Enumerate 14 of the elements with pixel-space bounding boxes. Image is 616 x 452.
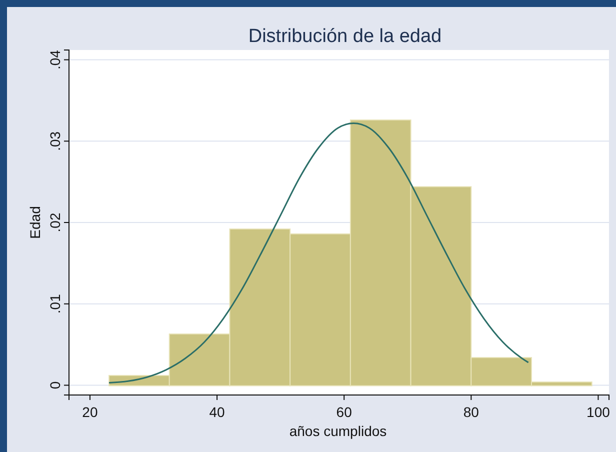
y-tick-label: .03: [47, 131, 63, 151]
line-series: [108, 122, 530, 384]
x-tick-label: 80: [463, 404, 480, 420]
x-tick-label: 60: [336, 404, 352, 420]
y-tick-label: .02: [47, 212, 63, 232]
y-axis-title: Edad: [27, 206, 43, 239]
y-tick-label: .04: [47, 50, 63, 70]
chart-title: Distribución de la edad: [248, 26, 442, 47]
y-tick-label: 0: [47, 381, 63, 390]
y-tick-label: .01: [47, 294, 63, 314]
x-tick-label: 40: [209, 404, 226, 420]
x-axis-title: años cumplidos: [289, 423, 387, 439]
x-tick-label: 20: [82, 404, 98, 420]
x-tick-label: 100: [586, 404, 610, 420]
